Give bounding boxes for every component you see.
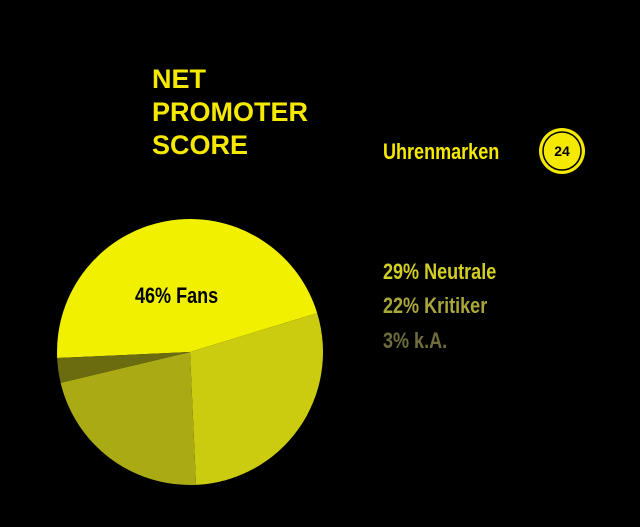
slice-label: 22% Kritiker <box>383 294 487 318</box>
slice-label: 46% Fans <box>135 284 218 308</box>
slice-label: 3% k.A. <box>383 329 447 353</box>
subtitle: Uhrenmarken <box>383 140 499 164</box>
chart-title: SCORE <box>152 130 248 160</box>
pie-slice <box>190 313 323 485</box>
badge-circle <box>539 128 585 174</box>
badge-number: 24 <box>554 143 570 159</box>
slice-label: 29% Neutrale <box>383 260 496 284</box>
pie-slice <box>57 352 190 383</box>
chart-title: NET <box>152 64 207 94</box>
chart-title: PROMOTER <box>152 97 308 127</box>
pie-slice <box>57 218 318 359</box>
pie-slice <box>60 352 197 485</box>
badge-ring <box>542 131 582 171</box>
